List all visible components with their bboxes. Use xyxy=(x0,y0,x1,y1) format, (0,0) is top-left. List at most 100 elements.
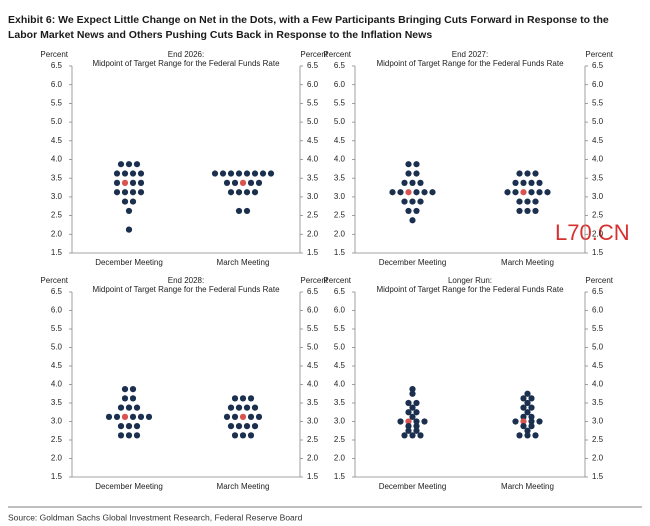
dot xyxy=(409,386,416,393)
dot xyxy=(117,423,125,430)
dot xyxy=(121,189,129,196)
title-line: Exhibit 6: We Expect Little Change on Ne… xyxy=(8,14,609,26)
dot xyxy=(528,179,535,186)
dot xyxy=(251,189,259,196)
y2-tick-label: 2.5 xyxy=(307,435,319,444)
dot xyxy=(524,198,531,205)
y2-tick-label: 4.5 xyxy=(592,136,604,145)
dot xyxy=(536,179,543,186)
dot xyxy=(409,404,416,411)
dot xyxy=(247,395,255,402)
y-tick-label: 1.5 xyxy=(51,248,63,257)
y2-tick-label: 4.5 xyxy=(307,136,319,145)
y-tick-label: 5.0 xyxy=(51,117,63,126)
y-tick-label: 3.5 xyxy=(51,398,63,407)
y-tick-label: 6.0 xyxy=(51,306,63,315)
y-tick-label: 6.5 xyxy=(334,61,346,70)
dot xyxy=(413,399,420,407)
y-tick-label: 5.5 xyxy=(51,99,63,108)
dot xyxy=(401,198,408,205)
dot xyxy=(239,395,247,402)
y-axis-label: Percent xyxy=(323,276,351,285)
dot xyxy=(524,207,531,215)
dot xyxy=(235,207,243,215)
dot xyxy=(133,404,141,411)
y-tick-label: 3.0 xyxy=(51,192,63,201)
dot xyxy=(125,404,133,411)
y-tick-label: 6.5 xyxy=(334,287,346,296)
dot xyxy=(125,423,133,430)
dot xyxy=(524,399,531,407)
panel-title: End 2028: xyxy=(168,276,204,285)
dot xyxy=(405,427,412,434)
dot xyxy=(520,404,527,411)
dot xyxy=(129,386,137,393)
dot xyxy=(125,161,133,168)
dot xyxy=(516,170,523,177)
y2-tick-label: 2.0 xyxy=(307,229,319,238)
dot xyxy=(227,170,235,177)
dot xyxy=(528,395,535,402)
y2-tick-label: 3.5 xyxy=(592,173,604,182)
dot xyxy=(516,432,523,439)
y2-tick-label: 3.0 xyxy=(592,192,604,201)
dot xyxy=(516,198,523,205)
dot xyxy=(239,179,247,186)
dot xyxy=(137,413,145,420)
dot xyxy=(239,432,247,439)
y2-tick-label: 5.0 xyxy=(592,343,604,352)
y-tick-label: 2.5 xyxy=(334,211,346,220)
y-tick-label: 2.5 xyxy=(334,435,346,444)
y2-tick-label: 2.0 xyxy=(307,454,319,463)
y-tick-label: 6.0 xyxy=(334,80,346,89)
x-tick-label: December Meeting xyxy=(95,258,163,267)
dot xyxy=(125,207,133,215)
dot xyxy=(243,423,251,430)
y-tick-label: 6.5 xyxy=(51,61,63,70)
dot xyxy=(413,161,420,168)
dot xyxy=(421,189,428,196)
dot xyxy=(243,170,251,177)
dot xyxy=(409,432,416,439)
y-tick-label: 6.5 xyxy=(51,287,63,296)
y-tick-label: 4.5 xyxy=(51,361,63,370)
y-tick-label: 1.5 xyxy=(334,472,346,481)
y2-tick-label: 4.5 xyxy=(592,361,604,370)
panel-subtitle: Midpoint of Target Range for the Federal… xyxy=(92,285,280,294)
x-tick-label: December Meeting xyxy=(95,482,163,491)
y2-tick-label: 3.5 xyxy=(307,173,319,182)
dot xyxy=(520,418,527,425)
dot xyxy=(125,226,133,233)
dot xyxy=(532,198,539,205)
dot xyxy=(532,207,539,215)
dot xyxy=(235,423,243,430)
panel-title: End 2026: xyxy=(168,50,204,59)
y2-tick-label: 1.5 xyxy=(307,472,319,481)
y-tick-label: 4.5 xyxy=(334,136,346,145)
y-tick-label: 6.0 xyxy=(334,306,346,315)
dot xyxy=(231,395,239,402)
dot xyxy=(504,189,511,196)
dot xyxy=(255,179,263,186)
panel-subtitle: Midpoint of Target Range for the Federal… xyxy=(376,59,564,68)
dot xyxy=(259,170,267,177)
dot xyxy=(231,432,239,439)
dot xyxy=(133,423,141,430)
dot xyxy=(405,418,412,425)
watermark: L70.CN xyxy=(555,220,630,245)
dot xyxy=(223,413,231,420)
y-tick-label: 1.5 xyxy=(334,248,346,257)
dot xyxy=(405,161,412,168)
dot xyxy=(231,179,239,186)
dot xyxy=(520,189,527,196)
dot xyxy=(405,409,412,416)
y2-tick-label: 2.5 xyxy=(307,211,319,220)
y-tick-label: 3.0 xyxy=(334,417,346,426)
dot xyxy=(223,179,231,186)
dot xyxy=(421,418,428,425)
dot xyxy=(219,170,227,177)
dot xyxy=(524,390,531,397)
y-tick-label: 4.0 xyxy=(51,380,63,389)
y2-tick-label: 5.5 xyxy=(307,324,319,333)
y2-tick-label: 1.5 xyxy=(592,248,604,257)
